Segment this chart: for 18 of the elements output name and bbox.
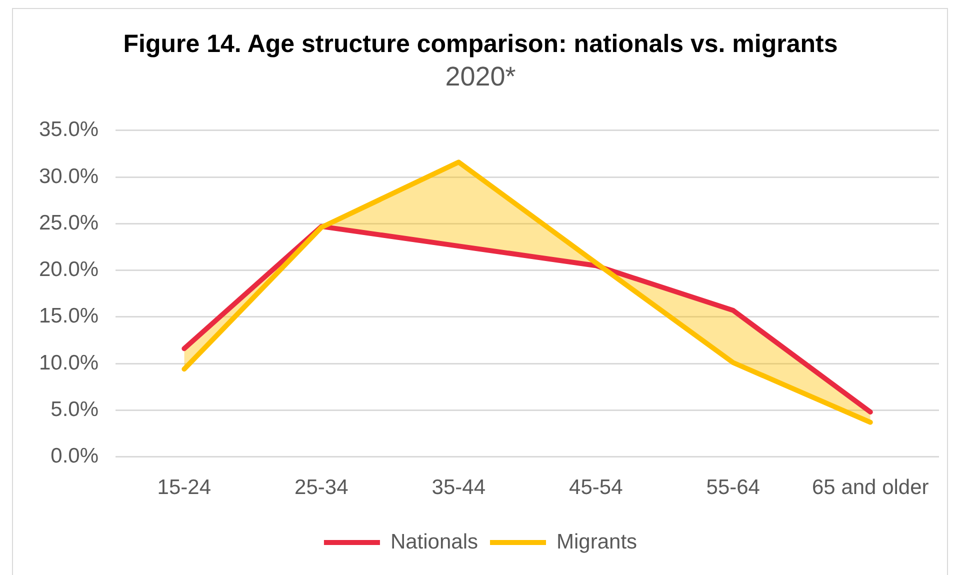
y-tick-label: 10.0% — [39, 351, 99, 374]
legend-label: Migrants — [556, 530, 638, 554]
x-tick-label: 45-54 — [569, 476, 624, 500]
y-tick-label: 25.0% — [39, 211, 99, 234]
x-tick-label: 25-34 — [294, 476, 349, 500]
y-tick-label: 20.0% — [39, 258, 99, 282]
y-tick-label: 30.0% — [39, 164, 99, 188]
legend-label: Nationals — [390, 530, 478, 554]
chart-subtitle: 2020* — [445, 62, 516, 92]
x-tick-label: 15-24 — [157, 476, 212, 500]
y-tick-label: 15.0% — [39, 304, 99, 328]
y-tick-label: 5.0% — [50, 398, 99, 421]
x-tick-label: 65 and older — [812, 476, 929, 500]
x-tick-label: 35-44 — [432, 476, 486, 500]
y-tick-label: 35.0% — [39, 118, 99, 142]
x-tick-label: 55-64 — [706, 476, 760, 500]
chart-title: Figure 14. Age structure comparison: nationals vs. migrants — [123, 30, 838, 58]
y-tick-label: 0.0% — [50, 444, 99, 468]
